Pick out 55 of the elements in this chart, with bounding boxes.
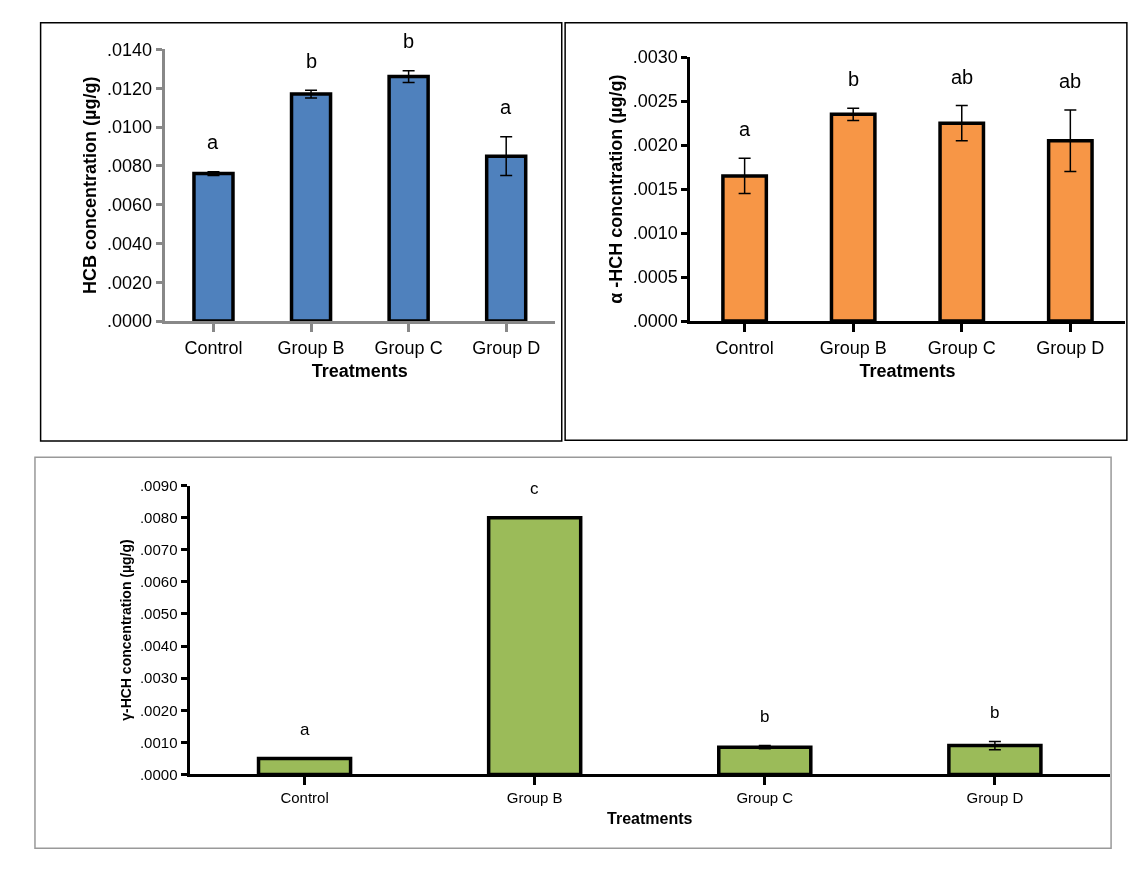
y-tick-label: .0010 — [632, 223, 678, 244]
annotation: b — [990, 703, 1000, 722]
y-tick-label: .0020 — [139, 701, 178, 719]
x-tick-label: Group C — [927, 337, 996, 358]
x-tick-label: Control — [184, 337, 243, 358]
y-tick-label: .0020 — [632, 135, 678, 156]
y-tick-label: .0140 — [107, 39, 153, 60]
y-tick-label: .0000 — [632, 311, 678, 332]
y-tick-label: .0090 — [139, 476, 178, 494]
x-tick-label: Group D — [966, 789, 1024, 807]
y-tick-label: .0060 — [107, 194, 153, 215]
y-tick-label: .0070 — [139, 541, 178, 559]
y-axis-title: HCB concentration (µg/g) — [80, 76, 101, 294]
annotation: ab — [1059, 70, 1082, 92]
y-tick-label: .0120 — [107, 78, 153, 99]
x-tick-label: Control — [280, 789, 329, 807]
annotation: b — [760, 707, 770, 726]
x-axis-title: Treatments — [859, 360, 956, 381]
y-tick-label: .0040 — [107, 233, 153, 254]
y-tick-label: .0020 — [107, 272, 153, 293]
annotation: ab — [951, 66, 974, 88]
annotation: a — [300, 720, 310, 739]
y-tick-label: .0040 — [139, 637, 178, 655]
x-tick-label: Group D — [1036, 337, 1105, 358]
x-axis-title: Treatments — [311, 360, 408, 381]
annotation: c — [530, 479, 539, 498]
y-tick-label: .0025 — [632, 91, 678, 112]
x-tick-label: Group D — [472, 337, 541, 358]
y-tick-label: .0005 — [632, 267, 678, 288]
y-tick-label: .0080 — [139, 508, 178, 526]
annotation: a — [500, 96, 512, 118]
y-tick-label: .0050 — [139, 605, 178, 623]
x-tick-label: Group B — [506, 789, 563, 807]
y-tick-label: .0060 — [139, 573, 178, 591]
x-tick-label: Group B — [819, 337, 887, 358]
y-tick-label: .0030 — [139, 669, 178, 687]
x-tick-label: Group B — [277, 337, 345, 358]
y-tick-label: .0100 — [107, 117, 153, 138]
y-axis-title: α -HCH concntration (µg/g) — [605, 74, 626, 304]
annotation: b — [848, 68, 860, 90]
y-tick-label: .0030 — [632, 47, 678, 68]
x-axis-title: Treatments — [607, 810, 693, 828]
y-tick-label: .0000 — [139, 765, 178, 783]
annotation: a — [739, 118, 751, 140]
annotation: b — [306, 50, 318, 72]
x-tick-label: Group C — [374, 337, 443, 358]
x-tick-label: Group C — [736, 789, 794, 807]
y-tick-label: .0080 — [107, 156, 153, 177]
annotation: b — [403, 30, 415, 52]
x-tick-label: Control — [715, 337, 774, 358]
y-tick-label: .0000 — [107, 311, 153, 332]
y-axis-title: γ-HCH concentration (µg/g) — [117, 539, 134, 721]
y-tick-label: .0010 — [139, 733, 178, 751]
annotation: a — [207, 131, 219, 153]
y-tick-label: .0015 — [632, 179, 678, 200]
